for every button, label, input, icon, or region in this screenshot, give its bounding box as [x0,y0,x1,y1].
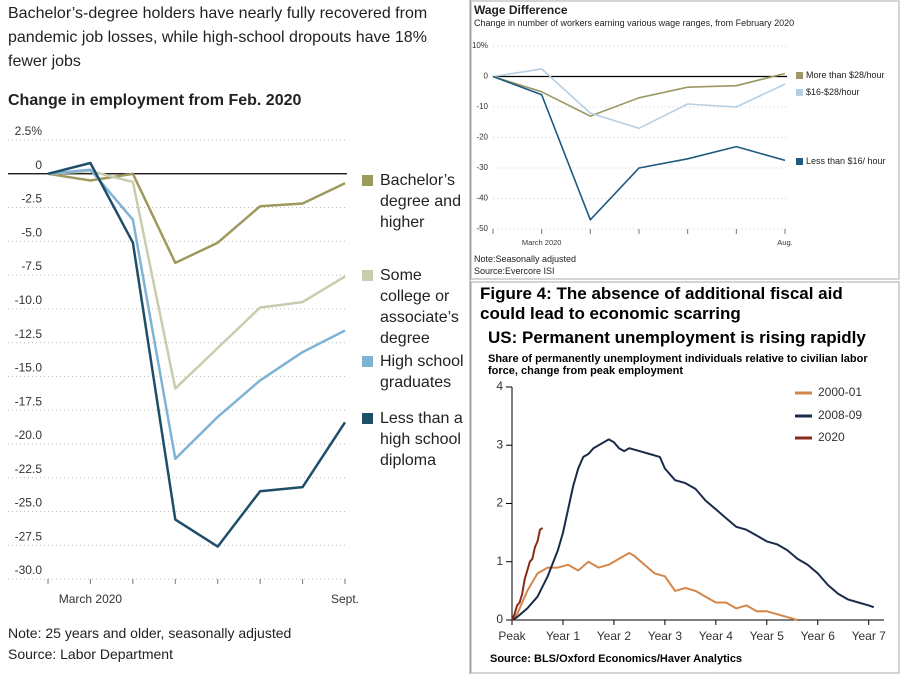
y-tick-label: -25.0 [15,496,43,510]
y-tick-label: 2 [496,496,503,510]
source: Source:Evercore ISI [474,266,555,276]
y-tick-label: -50 [476,224,488,233]
series-line [47,169,346,390]
y-tick-label: -10 [476,102,488,111]
note: Note: 25 years and older, seasonally adj… [8,625,292,641]
note: Note:Seasonally adjusted [474,254,577,264]
y-tick-label: 0 [496,612,503,626]
legend-label: 2020 [818,430,845,444]
source: Source: BLS/Oxford Economics/Haver Analy… [490,653,743,665]
y-tick-label: -22.5 [15,462,43,476]
legend-swatch [362,356,373,367]
x-tick-label: Year 2 [597,629,632,643]
source: Source: Labor Department [8,646,173,662]
legend-label: More than $28/hour [806,70,885,80]
y-tick-label: -2.5 [21,192,42,206]
y-tick-label: -30.0 [15,563,43,577]
y-tick-label: -27.5 [15,529,43,543]
y-tick-label: -40 [476,194,488,203]
series-line [47,168,346,461]
legend-swatch [796,72,803,79]
series-line [511,438,875,621]
x-tick-label: Year 3 [648,629,683,643]
chart-subtitle: Change in employment from Feb. 2020 [8,92,302,109]
series-line [511,552,798,621]
series-line [492,75,786,221]
legend-label: 2000-01 [818,385,862,399]
x-tick-label: Peak [498,629,526,643]
legend-swatch [362,270,373,281]
chart-subtitle: US: Permanent unemployment is rising rap… [488,328,866,347]
y-tick-label: 0 [35,158,42,172]
y-tick-label: 2.5% [15,124,43,138]
legend-label: Some college or associate’s degree [380,267,459,347]
chart-subtitle: Change in number of workers earning vari… [474,18,795,28]
x-tick-label: Year 4 [699,629,734,643]
series-line [47,161,347,548]
legend-swatch [796,158,803,165]
chart-title: Wage Difference [474,3,568,17]
x-tick-label: Year 5 [750,629,785,643]
legend-label: Less than a high school diploma [380,410,463,469]
y-tick-label: -12.5 [15,327,43,341]
legend-label: Bachelor’s degree and higher [380,172,461,231]
panel-border [470,281,900,674]
panel-border [470,0,900,280]
y-tick-label: -20 [476,133,488,142]
y-tick-label: -7.5 [21,259,42,273]
legend-label: Less than $16/ hour [806,156,886,166]
y-tick-label: -10.0 [15,293,43,307]
chart-description: Share of permanently unemployment indivi… [488,353,868,377]
y-tick-label: 4 [496,379,503,393]
legend-label: High school graduates [380,353,464,391]
x-tick-label: March 2020 [59,592,123,606]
legend-label: $16-$28/hour [806,87,860,97]
y-tick-label: -30 [476,163,488,172]
x-tick-label: Aug. [777,238,792,247]
x-tick-label: Year 7 [852,629,887,643]
y-tick-label: 0 [484,72,489,81]
y-tick-label: 1 [496,554,503,568]
chart-title: Bachelor’s-degree holders have nearly fu… [8,5,428,70]
y-tick-label: 10% [472,41,488,50]
series-line [47,172,346,265]
y-tick-label: -20.0 [15,428,43,442]
legend-swatch [362,413,373,424]
chart-title: Figure 4: The absence of additional fisc… [480,284,843,323]
y-tick-label: 3 [496,437,503,451]
legend-label: 2008-09 [818,408,862,422]
y-tick-label: -15.0 [15,361,43,375]
legend-swatch [796,89,803,96]
x-tick-label: Sept. [331,592,359,606]
legend-swatch [362,175,373,186]
series-line [492,72,786,117]
y-tick-label: -17.5 [15,394,43,408]
x-tick-label: Year 1 [546,629,581,643]
series-line [511,527,544,621]
x-tick-label: March 2020 [522,238,562,247]
x-tick-label: Year 6 [801,629,836,643]
series-line [492,68,786,130]
y-tick-label: -5.0 [21,225,42,239]
